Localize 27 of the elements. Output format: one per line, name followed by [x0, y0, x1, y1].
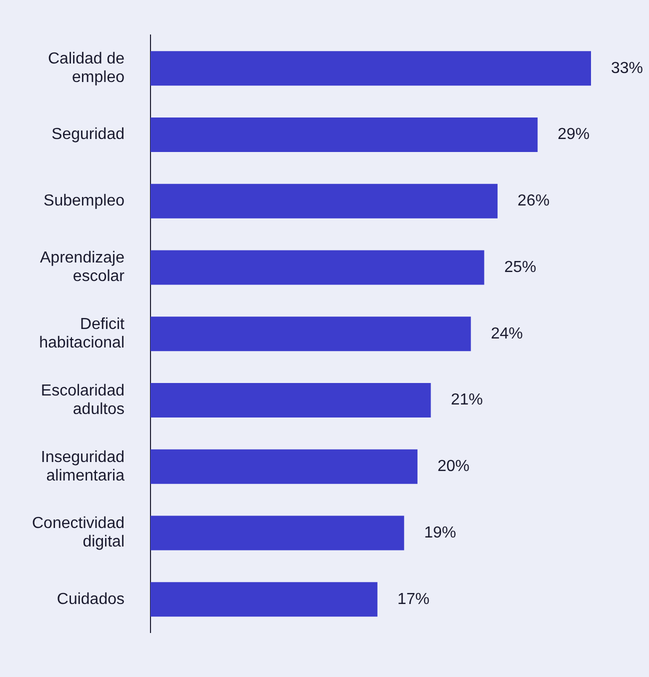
- y-tick-label: Deficit habitacional: [39, 316, 126, 352]
- y-tick-label: Conectividad digital: [32, 515, 124, 551]
- data-label: 26%: [518, 192, 550, 210]
- bar: [150, 516, 404, 550]
- bar: [150, 316, 471, 352]
- y-tick-label: Aprendizaje escolar: [40, 250, 126, 286]
- bar: [150, 582, 378, 617]
- y-tick-label: Calidad de empleo: [48, 50, 125, 86]
- y-tick-label: Inseguridad alimentaria: [40, 448, 125, 484]
- data-label: 17%: [397, 590, 430, 608]
- bar: [150, 184, 498, 218]
- data-label: 33%: [611, 60, 644, 77]
- data-label: 25%: [504, 258, 536, 276]
- data-label: 24%: [490, 325, 523, 342]
- bar: [150, 118, 538, 152]
- bar: [150, 51, 591, 86]
- data-label: 19%: [424, 524, 456, 542]
- data-label: 21%: [450, 392, 483, 409]
- y-tick-label: Seguridad: [52, 126, 124, 144]
- bar: [150, 383, 431, 418]
- y-tick-label: Subempleo: [44, 192, 125, 210]
- data-label: 20%: [437, 458, 470, 476]
- y-tick-label: Cuidados: [56, 590, 124, 608]
- y-tick-label: Escolaridad adultos: [40, 382, 124, 418]
- data-label: 29%: [558, 126, 590, 144]
- bar: [150, 449, 418, 484]
- bar: [150, 250, 484, 285]
